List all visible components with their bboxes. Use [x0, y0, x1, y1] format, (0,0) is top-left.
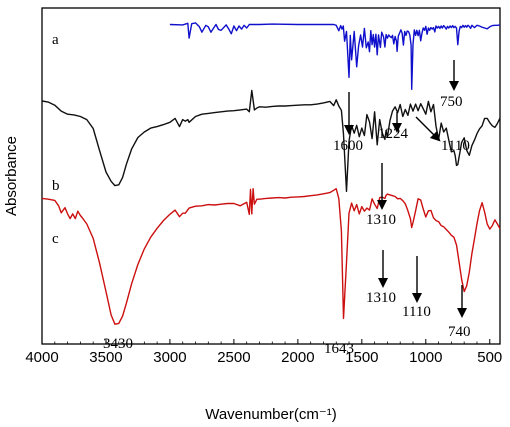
annotation-label: 1110	[402, 304, 431, 320]
annotation-label: 740	[448, 324, 471, 340]
x-tick-label: 500	[477, 349, 502, 366]
x-tick-label: 2000	[281, 349, 314, 366]
series-labels: a b c	[52, 32, 60, 247]
series-label-b: b	[52, 178, 60, 194]
plot-frame	[41, 7, 501, 345]
y-axis-title: Absorbance	[3, 136, 20, 216]
series-line-a	[169, 22, 501, 90]
annotation-label: 1643	[324, 341, 354, 357]
annotation-label: 1224	[378, 126, 409, 142]
annotation-label: 1310	[366, 212, 396, 228]
series-layer	[41, 22, 501, 325]
annotation-arrow	[415, 116, 441, 142]
annotation-label: 3430	[103, 336, 133, 352]
x-axis-title: Wavenumber(cm⁻¹)	[205, 406, 337, 423]
series-label-a: a	[52, 32, 59, 48]
x-tick-label: 3000	[153, 349, 186, 366]
series-label-c: c	[52, 231, 59, 247]
annotation-layer: 750 1600 1224 1110 1310 1310 1110 740 3430 1643	[103, 60, 471, 357]
annotation-label: 750	[440, 94, 463, 110]
x-tick-label: 1000	[409, 349, 442, 366]
series-line-b	[41, 89, 501, 193]
annotation-label: 1110	[441, 138, 470, 154]
series-line-c	[41, 188, 501, 325]
annotation-label: 1310	[366, 290, 396, 306]
x-tick-label: 4000	[25, 349, 58, 366]
x-axis: 4000 3500 3000 2500 2000 1500 1000 500	[25, 339, 502, 366]
x-tick-label: 1500	[345, 349, 378, 366]
x-tick-label: 3500	[89, 349, 122, 366]
annotation-label: 1600	[333, 138, 363, 154]
x-tick-label: 2500	[217, 349, 250, 366]
